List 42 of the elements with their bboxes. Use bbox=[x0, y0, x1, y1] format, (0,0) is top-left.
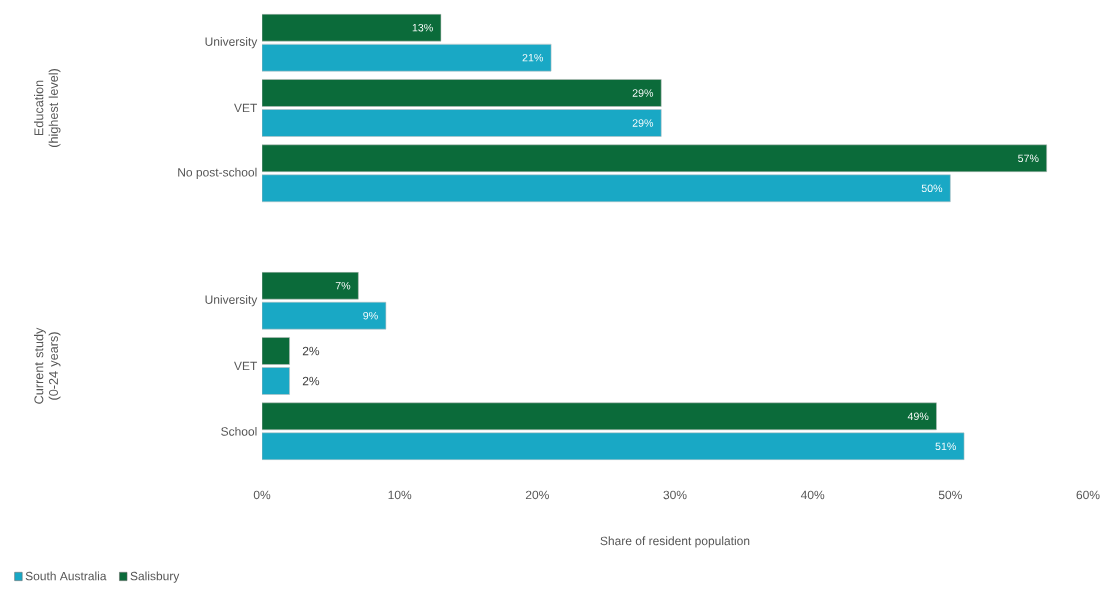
bar bbox=[262, 367, 290, 395]
data-label: 2% bbox=[302, 376, 320, 386]
bar bbox=[262, 337, 290, 365]
x-tick-label: 10% bbox=[388, 490, 412, 500]
x-tick-label: 50% bbox=[938, 490, 962, 500]
data-label: 29% bbox=[632, 89, 654, 97]
data-label: 49% bbox=[907, 412, 929, 421]
y-tick-label: VET bbox=[234, 361, 258, 371]
bar bbox=[262, 402, 937, 431]
y-tick-label: VET bbox=[234, 103, 258, 113]
data-label: 51% bbox=[935, 442, 956, 451]
x-tick-label: 40% bbox=[800, 490, 825, 500]
x-tick-label: 20% bbox=[525, 490, 549, 500]
data-label: 7% bbox=[335, 281, 351, 290]
y-tick-label: University bbox=[205, 295, 258, 307]
bar bbox=[262, 79, 662, 107]
y-tick-label: No post-school bbox=[178, 167, 257, 179]
bar bbox=[262, 174, 951, 203]
x-tick-label: 30% bbox=[663, 490, 687, 500]
bar bbox=[262, 43, 552, 72]
x-tick-label: 0% bbox=[253, 490, 271, 500]
y-axis-title: Current study (0-24 years) bbox=[34, 327, 61, 404]
bar bbox=[262, 301, 387, 330]
bar bbox=[262, 144, 1047, 173]
data-label: 21% bbox=[522, 53, 543, 62]
data-label: 13% bbox=[412, 23, 433, 32]
y-tick-label: School bbox=[221, 426, 257, 436]
bar bbox=[262, 271, 359, 300]
y-tick-label: University bbox=[205, 37, 258, 49]
legend-label: South Australia bbox=[25, 571, 107, 581]
bar bbox=[262, 432, 965, 461]
x-axis-title: Share of resident population bbox=[600, 536, 750, 548]
bar bbox=[262, 13, 442, 42]
data-label: 9% bbox=[363, 311, 378, 320]
bar bbox=[262, 109, 662, 137]
data-label: 57% bbox=[1018, 154, 1039, 163]
legend-label: Salisbury bbox=[130, 571, 180, 583]
data-label: 50% bbox=[921, 184, 943, 193]
data-label: 29% bbox=[632, 119, 654, 127]
data-label: 2% bbox=[302, 346, 320, 356]
x-tick-label: 60% bbox=[1076, 490, 1100, 500]
y-axis-title: Education (highest level) bbox=[34, 69, 61, 147]
